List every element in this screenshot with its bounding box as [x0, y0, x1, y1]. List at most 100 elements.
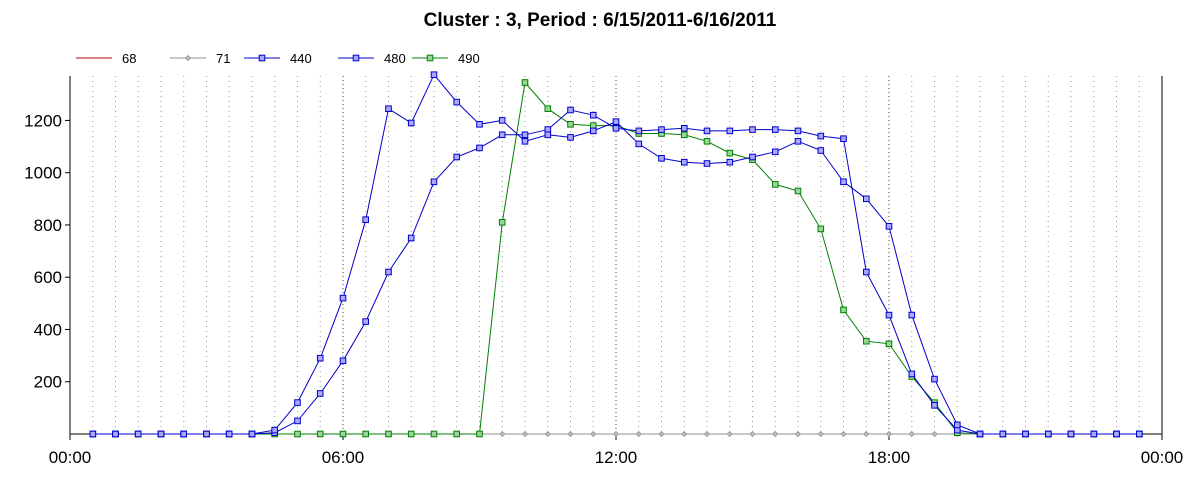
legend-marker-71 [184, 54, 192, 62]
data-point-71 [635, 430, 642, 438]
data-point-440 [1045, 430, 1052, 438]
data-point-71 [817, 430, 824, 438]
data-point-480 [476, 144, 483, 152]
data-point-480 [590, 111, 597, 119]
data-point-490 [794, 187, 802, 195]
data-point-440 [248, 430, 256, 438]
data-point-480 [339, 357, 347, 365]
y-tick-label: 600 [34, 268, 62, 287]
data-point-440 [1067, 430, 1075, 438]
data-point-480 [703, 127, 711, 135]
legend-label-71: 71 [216, 51, 230, 66]
data-point-480 [362, 318, 369, 325]
data-point-440 [544, 131, 552, 139]
data-point-440 [999, 430, 1007, 438]
data-point-440 [726, 158, 734, 166]
x-tick-label: 06:00 [322, 448, 365, 467]
data-point-440 [931, 375, 938, 383]
y-tick-label: 400 [34, 320, 62, 339]
data-point-490 [294, 430, 301, 438]
data-point-490 [703, 138, 711, 145]
data-point-480 [453, 153, 460, 161]
series-lines [89, 71, 1143, 438]
data-point-71 [863, 430, 870, 438]
data-point-480 [772, 126, 779, 133]
data-point-71 [681, 430, 688, 438]
data-point-440 [271, 426, 278, 434]
data-point-440 [840, 178, 847, 186]
data-point-480 [498, 131, 506, 139]
data-point-440 [1136, 430, 1143, 438]
data-point-490 [476, 430, 483, 438]
legend-marker-490 [426, 54, 434, 62]
data-point-490 [840, 306, 847, 314]
data-point-440 [203, 430, 210, 438]
data-point-440 [476, 121, 483, 128]
data-point-480 [635, 127, 643, 135]
data-point-480 [794, 127, 802, 135]
data-point-440 [498, 117, 506, 124]
data-point-71 [726, 430, 733, 438]
data-point-440 [567, 134, 574, 141]
data-point-71 [931, 430, 938, 438]
data-point-440 [407, 119, 415, 127]
data-point-440 [180, 430, 187, 438]
data-point-440 [681, 158, 688, 166]
data-point-490 [567, 121, 574, 128]
data-point-71 [544, 430, 551, 438]
data-point-480 [385, 268, 392, 276]
data-point-440 [339, 294, 347, 302]
series-line-490 [92, 81, 1140, 435]
data-point-490 [453, 430, 460, 438]
y-tick-label: 1000 [24, 164, 62, 183]
data-point-480 [817, 132, 825, 140]
data-point-71 [499, 430, 506, 438]
data-point-480 [567, 106, 574, 114]
data-point-440 [385, 105, 392, 113]
data-point-490 [339, 430, 347, 438]
data-point-480 [931, 402, 938, 409]
data-point-480 [908, 370, 916, 378]
x-tick-label: 18:00 [868, 448, 911, 467]
data-point-71 [772, 430, 779, 438]
y-tick-label: 1200 [24, 111, 62, 130]
data-point-490 [521, 79, 529, 86]
x-tick-label: 12:00 [595, 448, 638, 467]
data-point-71 [612, 430, 620, 438]
data-point-440 [885, 223, 893, 230]
data-point-480 [430, 178, 438, 186]
data-point-440 [635, 140, 643, 148]
data-point-71 [590, 430, 597, 438]
data-point-440 [453, 98, 460, 106]
legend-label-440: 440 [290, 51, 312, 66]
data-point-490 [590, 122, 597, 129]
axes: 200 400 600 800 1000 1200 00:00 06:00 12:00 18:00… [24, 76, 1183, 467]
legend-label-480: 480 [384, 51, 406, 66]
data-point-440 [89, 430, 97, 438]
chart-title: Cluster : 3, Period : 6/15/2011-6/16/201… [423, 10, 777, 31]
data-point-490 [772, 181, 779, 188]
data-point-440 [134, 430, 142, 438]
data-point-480 [316, 390, 324, 397]
data-point-490 [544, 105, 552, 113]
data-point-480 [407, 234, 415, 242]
data-point-440 [590, 127, 597, 135]
data-point-480 [658, 126, 665, 133]
data-point-71 [567, 430, 574, 438]
data-point-71 [658, 430, 665, 438]
data-point-490 [316, 430, 324, 438]
legend: 68 71 440 480 490 [76, 51, 480, 66]
data-point-490 [726, 149, 734, 157]
data-point-71 [840, 430, 847, 438]
data-point-490 [498, 219, 506, 226]
data-point-440 [954, 421, 961, 429]
data-point-490 [385, 430, 392, 438]
data-point-440 [112, 430, 119, 438]
data-point-490 [362, 430, 369, 438]
data-point-480 [885, 311, 893, 319]
legend-marker-480 [352, 54, 360, 62]
data-point-440 [1090, 430, 1098, 438]
legend-marker-440 [258, 54, 266, 62]
y-tick-label: 200 [34, 373, 62, 392]
